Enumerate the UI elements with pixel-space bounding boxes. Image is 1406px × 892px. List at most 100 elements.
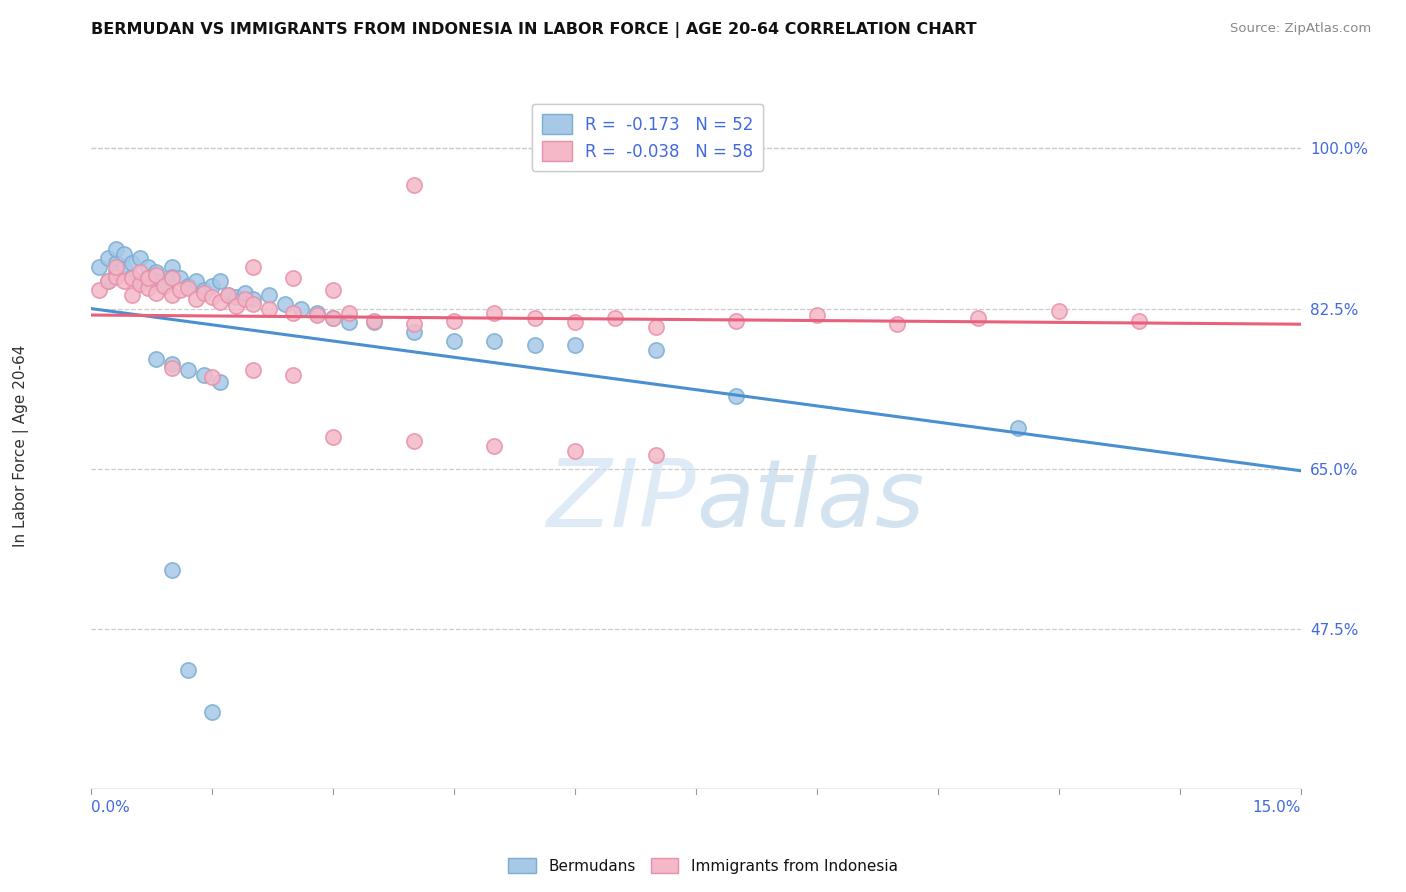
Point <box>169 271 191 285</box>
Point <box>564 315 586 329</box>
Point <box>725 313 748 327</box>
Point <box>186 274 208 288</box>
Point <box>322 310 344 325</box>
Point <box>128 277 150 291</box>
Point <box>307 306 329 320</box>
Point <box>217 288 239 302</box>
Point <box>209 274 232 288</box>
Point <box>104 265 127 279</box>
Point <box>322 283 344 297</box>
Point <box>145 274 167 288</box>
Point <box>523 338 546 352</box>
Point <box>153 278 176 293</box>
Point <box>242 293 264 307</box>
Point <box>217 288 239 302</box>
Point <box>96 252 118 266</box>
Point <box>112 246 135 260</box>
Point <box>281 271 304 285</box>
Point <box>104 256 127 270</box>
Text: 15.0%: 15.0% <box>1253 800 1301 814</box>
Point <box>967 310 990 325</box>
Point <box>322 430 344 444</box>
Point <box>225 290 247 304</box>
Legend: R =  -0.173   N = 52, R =  -0.038   N = 58: R = -0.173 N = 52, R = -0.038 N = 58 <box>531 104 763 171</box>
Point <box>402 317 425 331</box>
Point <box>160 288 183 302</box>
Point <box>242 260 264 275</box>
Point <box>1128 313 1150 327</box>
Point <box>363 313 385 327</box>
Point <box>145 265 167 279</box>
Point <box>274 297 297 311</box>
Point <box>605 310 627 325</box>
Point <box>177 664 200 678</box>
Point <box>209 375 232 389</box>
Point <box>96 274 118 288</box>
Point <box>402 178 425 192</box>
Point <box>136 271 159 285</box>
Point <box>136 269 159 284</box>
Point <box>806 308 828 322</box>
Point <box>402 434 425 449</box>
Point <box>322 310 344 325</box>
Point <box>89 283 111 297</box>
Point <box>104 242 127 256</box>
Point <box>160 271 183 285</box>
Point <box>160 260 183 275</box>
Point <box>402 325 425 339</box>
Point <box>725 389 748 403</box>
Point <box>257 301 280 316</box>
Point <box>104 260 127 275</box>
Point <box>177 278 200 293</box>
Point <box>201 370 224 384</box>
Legend: Bermudans, Immigrants from Indonesia: Bermudans, Immigrants from Indonesia <box>502 852 904 880</box>
Point <box>160 361 183 376</box>
Point <box>186 293 208 307</box>
Point <box>201 278 224 293</box>
Point <box>121 256 143 270</box>
Point <box>193 286 215 301</box>
Point <box>290 301 312 316</box>
Point <box>886 317 908 331</box>
Point <box>484 334 506 348</box>
Point <box>363 315 385 329</box>
Point <box>307 308 329 322</box>
Point <box>564 443 586 458</box>
Text: atlas: atlas <box>696 456 924 547</box>
Point <box>177 280 200 294</box>
Text: 0.0%: 0.0% <box>91 800 131 814</box>
Point <box>281 368 304 383</box>
Point <box>160 357 183 371</box>
Point <box>564 338 586 352</box>
Point <box>209 295 232 310</box>
Point <box>201 705 224 719</box>
Point <box>153 278 176 293</box>
Text: In Labor Force | Age 20-64: In Labor Force | Age 20-64 <box>13 345 30 547</box>
Point <box>443 313 465 327</box>
Point <box>128 252 150 266</box>
Point <box>1047 304 1070 318</box>
Point <box>104 269 127 284</box>
Point <box>1007 420 1029 434</box>
Point <box>121 288 143 302</box>
Text: BERMUDAN VS IMMIGRANTS FROM INDONESIA IN LABOR FORCE | AGE 20-64 CORRELATION CHA: BERMUDAN VS IMMIGRANTS FROM INDONESIA IN… <box>91 22 977 38</box>
Point <box>128 265 150 279</box>
Point <box>257 288 280 302</box>
Point <box>233 293 256 307</box>
Point <box>96 274 118 288</box>
Point <box>177 363 200 377</box>
Point <box>169 283 191 297</box>
Text: Source: ZipAtlas.com: Source: ZipAtlas.com <box>1230 22 1371 36</box>
Point <box>201 290 224 304</box>
Point <box>225 299 247 313</box>
Point <box>136 280 159 294</box>
Point <box>145 268 167 282</box>
Point <box>160 269 183 284</box>
Point <box>337 306 360 320</box>
Point <box>644 343 666 357</box>
Text: ZIP: ZIP <box>547 456 696 547</box>
Point <box>128 274 150 288</box>
Point <box>484 306 506 320</box>
Point <box>112 260 135 275</box>
Point <box>242 297 264 311</box>
